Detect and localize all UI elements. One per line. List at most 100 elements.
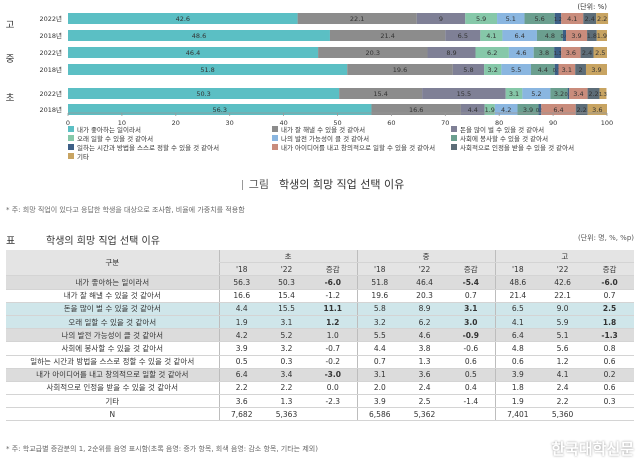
table-cell: [309, 407, 358, 422]
bar-segment: [508, 47, 534, 58]
legend-label: 기타: [77, 152, 89, 161]
bar-value-label: 8.9: [446, 49, 456, 57]
bar-value-label: 4.8: [545, 32, 555, 40]
table-cell: 46.4: [402, 275, 448, 290]
bar-segment: [558, 64, 576, 75]
table-cell: 6.5: [494, 302, 541, 316]
table-cell: -1.4: [447, 394, 496, 409]
table-cell: 51.8: [356, 275, 403, 290]
table-row: 돈을 많이 벌 수 있을 것 같아서 4.4 15.5 11.1 5.8 8.9 3.1 6.…: [6, 302, 635, 316]
bar-segment: [536, 30, 563, 41]
bar-segment: [587, 88, 600, 99]
bar-value-label: 4.1: [567, 15, 577, 23]
bar-value-label: 16.6: [409, 106, 423, 114]
table-cell: 48.6: [494, 275, 541, 290]
table-cell: 0.7: [356, 355, 403, 369]
bar-segment: [522, 88, 551, 99]
bar-value-label: 0.7: [553, 68, 561, 74]
table-cell: -2.3: [309, 394, 358, 409]
table-cell: 56.3: [218, 275, 264, 290]
bar-segment: [452, 64, 485, 75]
year-label: 2018년: [39, 105, 62, 114]
bar-value-label: 3.1: [562, 66, 572, 74]
bar-segment: [562, 30, 567, 41]
table-cell: 1.8: [494, 381, 541, 396]
group-label: 고: [6, 20, 15, 31]
table-cell: 0.5: [218, 355, 264, 369]
row-label: 돈을 많이 벌 수 있을 것 같아서: [6, 302, 219, 316]
table-cell: 2.4: [540, 381, 586, 396]
table-row: 오래 일할 수 있을 것 같아서 1.9 3.1 1.2 3.2 6.2 3.0 4.1 5.9…: [6, 315, 635, 330]
bar-value-label: 6.5: [458, 32, 468, 40]
table-cell: 9.0: [540, 302, 586, 316]
legend-swatch: [68, 126, 74, 132]
bar-segment: [554, 64, 559, 75]
sub-header-cell: 증감: [309, 262, 358, 277]
table-cell: 0.0: [309, 381, 358, 396]
table-cell: 2.5: [585, 302, 635, 316]
bar-segment: [484, 64, 502, 75]
bar-segment: [599, 88, 607, 99]
table-cell: 2.0: [356, 381, 403, 396]
table-cell: 5.8: [356, 302, 403, 316]
table-cell: 4.1: [540, 368, 586, 382]
bar-value-label: 20.3: [366, 49, 380, 57]
sub-header-cell: '18: [494, 262, 541, 277]
bar-segment: [533, 47, 555, 58]
bar-segment: [460, 104, 485, 115]
table-cell: 3.2: [356, 315, 403, 330]
table-cell: -0.6: [447, 341, 496, 356]
sub-header-cell: 증감: [585, 262, 635, 277]
bar-value-label: 2.2: [588, 90, 598, 98]
bar-segment: [505, 88, 523, 99]
table-cell: 5,362: [402, 407, 448, 422]
figure-caption: 그림 학생의 희망 직업 선택 이유: [0, 176, 640, 192]
sub-header-cell: '18: [356, 262, 403, 277]
x-tick-label: 80: [495, 119, 503, 127]
bar-value-label: 3.9: [571, 32, 581, 40]
bar-value-label: 2.2: [597, 15, 607, 23]
table-cell: 5.9: [540, 315, 586, 330]
row-label: 사회에 봉사할 수 있을 것 같아서: [6, 341, 219, 356]
table-cell: 2.4: [402, 381, 448, 396]
bar-value-label: 4.4: [468, 106, 478, 114]
row-label: 내가 잘 해낼 수 있을 것 같아서: [6, 289, 219, 303]
table-unit: (단위: 명, %, %p): [577, 234, 634, 242]
table-cell: 4.4: [356, 341, 403, 356]
bar-segment: [68, 30, 330, 41]
table-cell: 1.2: [309, 315, 358, 330]
bar-segment: [484, 104, 495, 115]
year-label: 2022년: [39, 14, 62, 23]
table-cell: 21.4: [494, 289, 541, 303]
bar-value-label: 3.2: [488, 66, 498, 74]
table-cell: 4.8: [494, 341, 541, 356]
bar-value-label: 1.8: [587, 32, 597, 40]
row-label: 기타: [6, 394, 219, 409]
table-cell: 42.6: [540, 275, 586, 290]
bar-segment: [524, 13, 555, 24]
sub-header-cell: 증감: [447, 262, 496, 277]
chart-unit-label: (단위: %): [577, 2, 607, 11]
table-cell: [585, 407, 635, 422]
bar-value-label: 42.6: [176, 15, 190, 23]
x-tick-label: 20: [172, 119, 180, 127]
stacked-bar-chart: (단위: %) 고 2022년 42.6 22.1 9 5.9 5.1 5.6 1.2 4.1 2.4…: [6, 2, 614, 161]
year-label: 2022년: [39, 89, 62, 98]
bar-segment: [554, 13, 562, 24]
group-label: 중: [6, 54, 15, 65]
table-cell: 5.2: [264, 328, 309, 343]
table-cell: 15.4: [264, 289, 309, 303]
legend-label: 오래 일할 수 있을 것 같아서: [77, 134, 153, 143]
bar-segment: [68, 64, 348, 75]
table-cell: 16.6: [218, 289, 264, 303]
legend-swatch: [68, 153, 74, 159]
table-cell: 0.3: [585, 394, 635, 409]
figure-note: * 주: 희망 직업이 있다고 응답한 학생을 대상으로 조사함, 비율에 가중…: [6, 206, 245, 214]
table-cell: 3.9: [494, 368, 541, 382]
bar-segment: [566, 30, 588, 41]
table-note: * 주: 학교급별 증감분의 1, 2순위를 음영 표시함(초록 음영: 증가 …: [6, 445, 318, 453]
table-cell: 3.8: [402, 341, 448, 356]
x-tick-label: 60: [387, 119, 395, 127]
bar-value-label: 3.9: [523, 106, 533, 114]
bar-value-label: 5.6: [534, 15, 544, 23]
